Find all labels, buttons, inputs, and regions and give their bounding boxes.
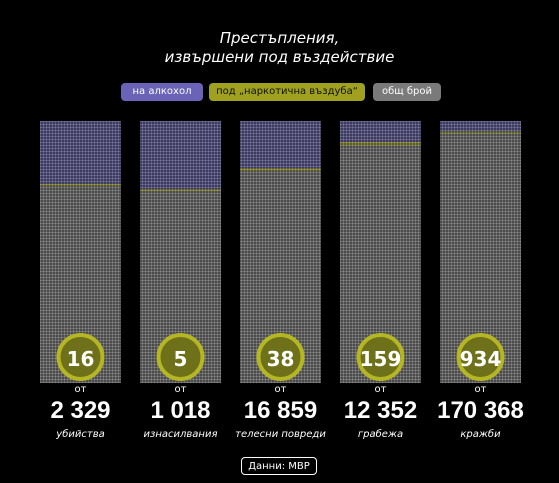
total-value-label: 1 018 xyxy=(150,397,210,424)
of-label: от xyxy=(375,384,387,395)
legend-alcohol: на алкохол xyxy=(121,83,203,101)
category-label: грабежа xyxy=(358,428,403,440)
circle-value-label: 38 xyxy=(267,347,295,371)
legend-drugs: под „наркотична въздуба“ xyxy=(209,83,365,101)
title-line-2: извършени под въздействие xyxy=(164,48,395,66)
circle-value-label: 934 xyxy=(460,347,502,371)
value-circle xyxy=(256,333,305,381)
of-label: от xyxy=(475,384,487,395)
value-circle xyxy=(56,333,105,381)
circle-value-label: 16 xyxy=(67,347,95,371)
category-label: изнасилвания xyxy=(144,429,218,440)
total-value-label: 12 352 xyxy=(344,397,417,424)
value-circle xyxy=(156,333,205,381)
source-label: Данни: МВР xyxy=(241,457,317,475)
of-label: от xyxy=(175,384,187,395)
circle-value-label: 159 xyxy=(360,347,402,371)
legend: на алкохол под „наркотична въздуба“ общ … xyxy=(0,83,559,101)
total-value-label: 2 329 xyxy=(50,397,110,424)
category-label: кражби xyxy=(460,428,501,440)
total-value-label: 16 859 xyxy=(244,397,317,424)
value-circle xyxy=(356,333,405,381)
of-label: от xyxy=(275,384,287,395)
category-label: убийства xyxy=(55,428,104,440)
category-label: телесни повреди xyxy=(235,429,326,440)
total-value-label: 170 368 xyxy=(437,397,524,424)
legend-total: общ брой xyxy=(373,83,441,101)
circle-value-label: 5 xyxy=(174,347,188,371)
title-line-1: Престъпления, xyxy=(219,29,340,47)
value-circle xyxy=(456,333,505,381)
of-label: от xyxy=(75,384,87,395)
chart-title: Престъпления, извършени под въздействие xyxy=(0,29,559,67)
